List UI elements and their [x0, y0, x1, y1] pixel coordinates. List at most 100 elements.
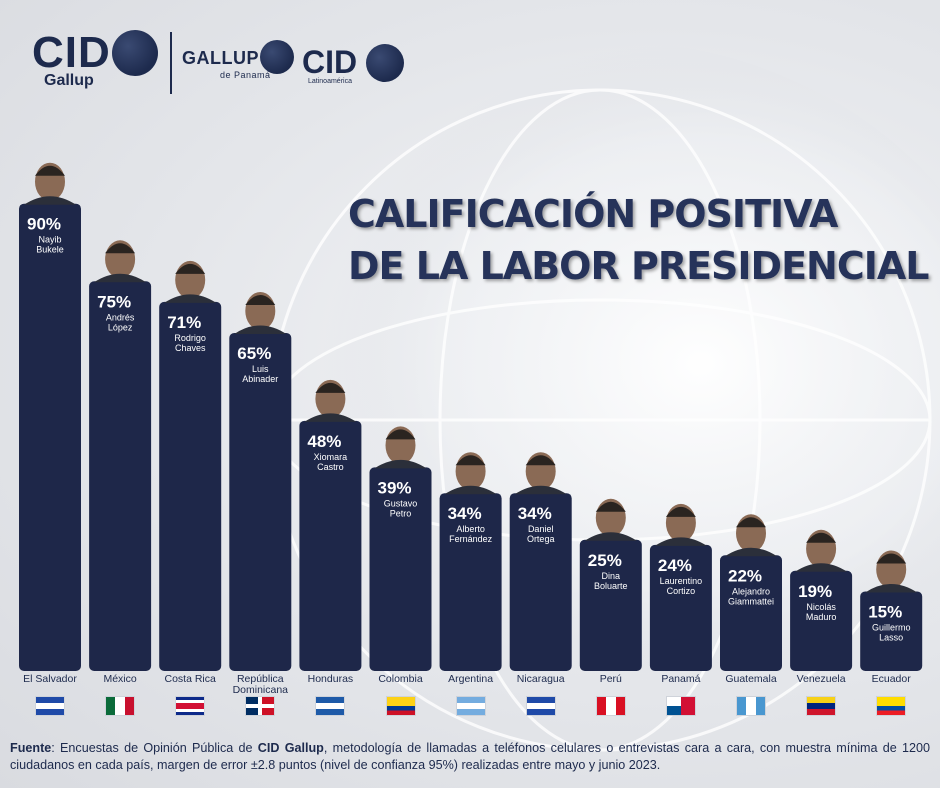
president-last-name-11: Maduro [806, 612, 837, 622]
president-hair-11 [806, 532, 837, 543]
president-first-name-10: Alejandro [732, 586, 770, 596]
president-last-name-2: Chaves [175, 343, 206, 353]
president-first-name-7: Daniel [528, 524, 554, 534]
president-suit-2 [164, 294, 217, 303]
value-label-9: 24% [658, 556, 692, 575]
country-label-8: Perú [599, 673, 622, 685]
value-label-2: 71% [167, 313, 201, 332]
flag-icon-10 [736, 696, 766, 716]
globe-icon [260, 40, 294, 74]
flag-icon-11 [806, 696, 837, 716]
president-last-name-8: Boluarte [594, 581, 628, 591]
country-label-2: Costa Rica [164, 673, 216, 685]
bar-8 [579, 539, 642, 671]
president-suit-9 [654, 537, 707, 546]
president-last-name-12: Lasso [879, 632, 903, 642]
president-hair-12 [876, 553, 907, 564]
country-label-7: Nicaragua [516, 673, 565, 685]
country-label-4: Honduras [307, 673, 354, 685]
flag-icon-6 [455, 696, 486, 716]
president-last-name-6: Fernández [449, 534, 493, 544]
country-label-1: México [103, 673, 137, 685]
president-first-name-12: Guillermo [872, 622, 911, 632]
president-first-name-3: Luis [252, 364, 269, 374]
bar-1 [89, 281, 152, 671]
cid2-logo-subtitle: Latinoamérica [308, 78, 352, 85]
president-suit-7 [514, 485, 567, 495]
country-label-12: Ecuador [871, 673, 911, 685]
title-line-2: DE LA LABOR PRESIDENCIAL [348, 244, 930, 288]
footnote-label: Fuente [10, 741, 52, 755]
country-label-0: El Salvador [23, 673, 77, 685]
president-first-name-4: Xiomara [314, 452, 348, 462]
president-first-name-5: Gustavo [384, 498, 418, 508]
president-first-name-9: Laurentino [660, 576, 703, 586]
president-first-name-2: Rodrigo [174, 333, 206, 343]
value-label-10: 22% [728, 566, 762, 585]
president-hair-5 [385, 429, 416, 440]
cid2-logo-text: CID [302, 44, 358, 80]
globe-icon [112, 30, 158, 76]
cid-logo-text: CID [32, 28, 111, 77]
country-label-9: Panamá [661, 673, 701, 685]
value-label-6: 34% [448, 504, 482, 523]
president-first-name-1: Andrés [106, 312, 135, 322]
value-label-0: 90% [27, 215, 61, 234]
gallup-panama-logo: GALLUP de Panamá [182, 40, 294, 80]
bar-3 [229, 332, 292, 671]
president-suit-1 [94, 273, 147, 283]
bar-5 [369, 467, 432, 671]
title-line-1: CALIFICACIÓN POSITIVA [348, 192, 838, 236]
president-hair-6 [455, 455, 486, 466]
president-last-name-0: Bukele [36, 245, 64, 255]
globe-icon [366, 44, 404, 82]
flag-icon-3 [245, 696, 276, 716]
country-label-6: Argentina [448, 673, 494, 685]
country-label-10: Guatemala [725, 673, 777, 685]
bar-4 [299, 420, 362, 671]
president-last-name-1: López [108, 322, 133, 332]
country-axis: El Salvador México Costa Rica República Dom… [0, 674, 940, 724]
president-last-name-7: Ortega [527, 534, 555, 544]
president-first-name-6: Alberto [456, 524, 485, 534]
bar-9 [649, 544, 712, 671]
president-last-name-9: Cortizo [667, 586, 696, 596]
president-hair-8 [595, 501, 626, 512]
bar-0 [19, 203, 81, 671]
president-hair-9 [665, 506, 696, 517]
logo-divider [170, 32, 172, 94]
country-label-3: República Dominicana [232, 673, 289, 696]
president-hair-2 [175, 263, 206, 274]
source-footnote: Fuente: Encuestas de Opinión Pública de … [10, 740, 930, 774]
president-last-name-10: Giammattei [728, 596, 774, 606]
value-label-4: 48% [307, 432, 341, 451]
value-label-12: 15% [868, 602, 902, 621]
bar-11 [790, 570, 853, 671]
president-first-name-0: Nayib [38, 235, 61, 245]
flag-icon-0 [35, 696, 65, 716]
flag-icon-9 [665, 696, 696, 716]
value-label-5: 39% [378, 478, 412, 497]
value-label-3: 65% [237, 344, 271, 363]
gallup-logo-subtitle: de Panamá [220, 70, 271, 80]
value-label-11: 19% [798, 582, 832, 601]
flag-icon-12 [876, 696, 907, 716]
president-last-name-4: Castro [317, 462, 344, 472]
president-hair-4 [315, 382, 346, 393]
value-label-1: 75% [97, 292, 131, 311]
flag-icon-5 [385, 696, 416, 716]
president-hair-10 [736, 517, 766, 528]
bar-7 [509, 493, 572, 671]
country-label-11: Venezuela [796, 673, 846, 685]
flag-icon-4 [315, 696, 346, 716]
flag-icon-1 [105, 696, 136, 716]
country-label-5: Colombia [378, 673, 423, 685]
bar-12 [860, 591, 923, 671]
president-suit-11 [795, 563, 848, 572]
president-hair-0 [35, 165, 65, 176]
president-hair-3 [245, 294, 276, 305]
cid-gallup-logo: CID Gallup [32, 28, 158, 89]
president-last-name-3: Abinader [242, 374, 278, 384]
bar-10 [720, 555, 782, 671]
